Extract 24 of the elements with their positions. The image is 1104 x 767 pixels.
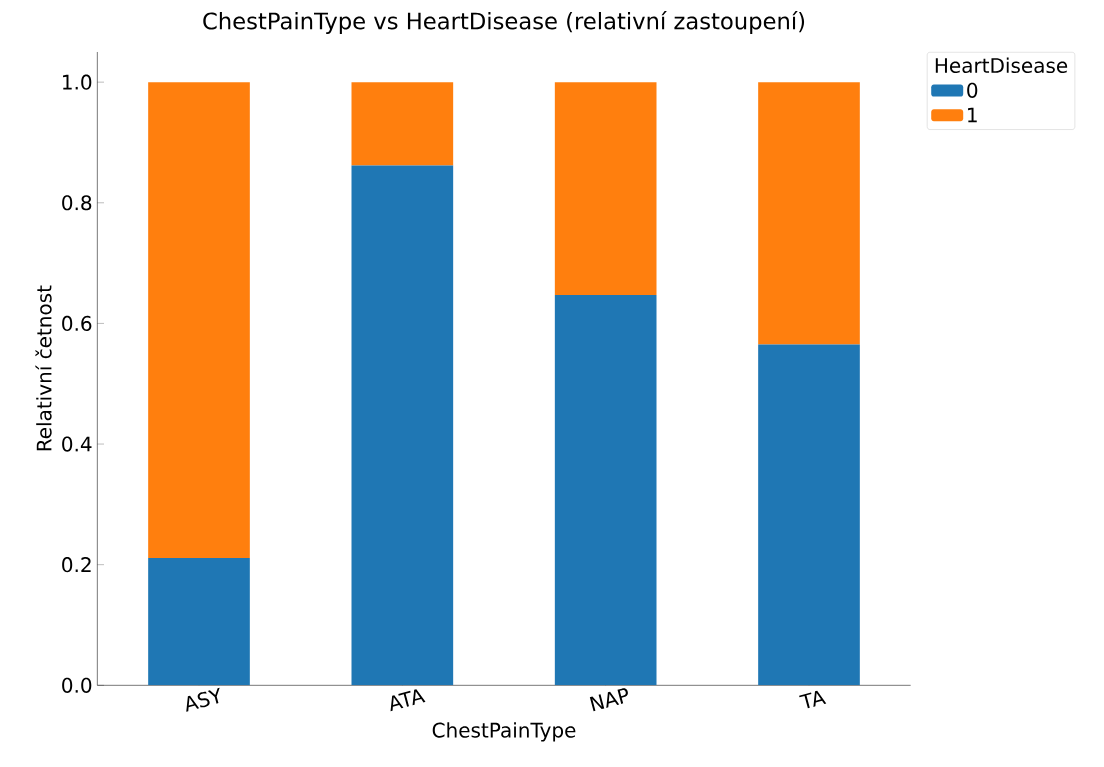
bar (554, 82, 657, 296)
y-tick-label: 1.0 (63, 74, 92, 90)
bar (554, 295, 657, 686)
y-tick-label: 0.0 (62, 677, 92, 694)
bar (758, 82, 860, 345)
legend-label: 1 (968, 107, 977, 123)
y-axis-title: Relativní četnost (35, 285, 52, 451)
legend-label: 0 (967, 82, 978, 99)
bar (148, 82, 250, 559)
x-tick-label: ASY (186, 687, 220, 712)
y-tick-label: 0.4 (62, 436, 92, 452)
bar (351, 165, 454, 686)
x-tick-label: ATA (390, 689, 426, 712)
x-axis-title: ChestPainType (432, 722, 576, 742)
bar (148, 558, 250, 686)
legend-title: HeartDisease (935, 57, 1068, 74)
y-tick-label: 0.6 (62, 316, 92, 332)
bar (758, 344, 860, 686)
y-tick-label: 0.2 (62, 557, 91, 573)
x-tick-label: NAP (589, 688, 628, 712)
bar (351, 82, 454, 166)
y-tick-label: 0.8 (62, 195, 92, 211)
x-tick-label: TA (799, 690, 827, 709)
chart-title: ChestPainType vs HeartDisease (relativní zastoupení) (203, 11, 805, 35)
